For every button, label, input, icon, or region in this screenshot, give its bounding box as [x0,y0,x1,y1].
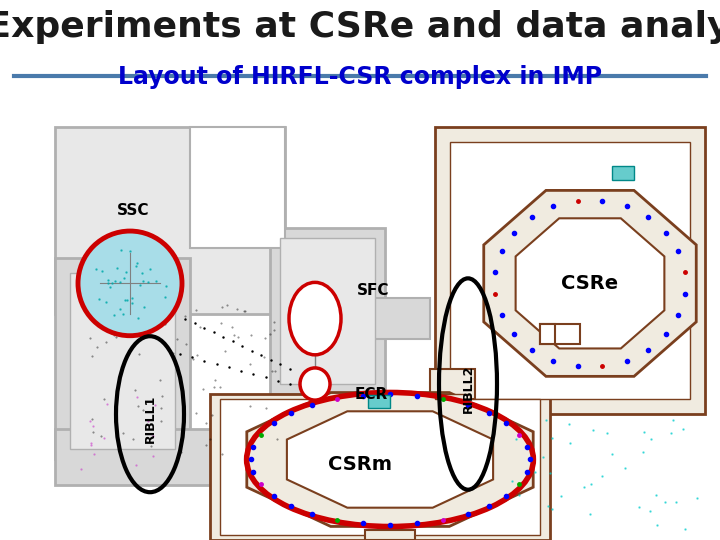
Text: SFC: SFC [357,283,390,298]
Bar [270,228,385,394]
Ellipse shape [289,282,341,355]
Bar [190,127,285,248]
Bar [430,369,475,399]
Bar [370,299,430,339]
Polygon shape [516,218,665,348]
Text: RIBLL2: RIBLL2 [462,365,474,413]
Polygon shape [247,393,534,526]
Bar [55,127,285,314]
Bar [55,429,285,484]
Bar [220,399,540,535]
Text: CSRm: CSRm [328,455,392,474]
Ellipse shape [300,368,330,400]
Bar [450,143,690,399]
Text: ECR: ECR [355,387,388,402]
Bar [365,530,415,540]
Polygon shape [287,411,493,508]
Bar [435,394,470,399]
Bar [540,323,555,344]
Text: SSC: SSC [117,203,149,218]
Bar [70,273,175,449]
Bar [280,238,375,384]
Ellipse shape [78,231,182,336]
Bar [435,127,705,414]
Bar [368,395,390,408]
Bar [540,323,580,344]
Bar [612,166,634,180]
Text: 2. Experiments at CSRe and data analysis: 2. Experiments at CSRe and data analysis [0,10,720,44]
Text: CSRe: CSRe [562,274,618,293]
Text: RIBLL1: RIBLL1 [143,395,156,443]
Polygon shape [484,191,696,376]
Bar [210,394,550,540]
Bar [55,258,190,460]
Text: Layout of HIRFL-CSR complex in IMP: Layout of HIRFL-CSR complex in IMP [118,65,602,90]
